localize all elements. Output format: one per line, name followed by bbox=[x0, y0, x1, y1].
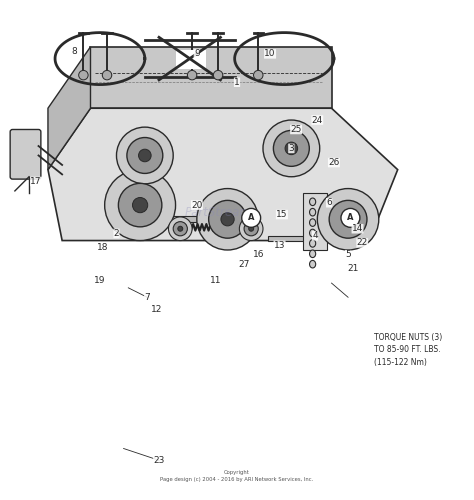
Ellipse shape bbox=[310, 219, 316, 226]
Text: 9: 9 bbox=[194, 50, 200, 58]
Text: A: A bbox=[248, 214, 255, 222]
Polygon shape bbox=[48, 47, 91, 170]
Text: PartStream: PartStream bbox=[185, 206, 252, 218]
Text: 15: 15 bbox=[276, 210, 288, 219]
Ellipse shape bbox=[310, 198, 316, 205]
Text: 2: 2 bbox=[114, 229, 119, 238]
Circle shape bbox=[178, 226, 183, 231]
Circle shape bbox=[209, 200, 246, 238]
Circle shape bbox=[79, 70, 88, 80]
Text: 13: 13 bbox=[274, 241, 285, 250]
Ellipse shape bbox=[310, 250, 316, 258]
Text: 27: 27 bbox=[238, 260, 250, 268]
Text: 17: 17 bbox=[30, 177, 42, 186]
Circle shape bbox=[318, 188, 379, 250]
Circle shape bbox=[263, 120, 319, 176]
Circle shape bbox=[329, 200, 367, 238]
Text: A: A bbox=[347, 214, 354, 222]
Polygon shape bbox=[121, 216, 197, 222]
Circle shape bbox=[285, 142, 298, 154]
Text: 8: 8 bbox=[71, 47, 77, 56]
Circle shape bbox=[249, 226, 254, 231]
Text: 5: 5 bbox=[345, 250, 351, 259]
Circle shape bbox=[273, 130, 310, 166]
Polygon shape bbox=[303, 194, 327, 250]
Circle shape bbox=[197, 188, 258, 250]
Ellipse shape bbox=[310, 208, 316, 216]
Circle shape bbox=[242, 208, 261, 228]
Text: TORQUE NUTS (3)
TO 85-90 FT. LBS.
(115-122 Nm): TORQUE NUTS (3) TO 85-90 FT. LBS. (115-1… bbox=[374, 332, 442, 366]
Text: 7: 7 bbox=[144, 293, 150, 302]
Circle shape bbox=[341, 212, 355, 226]
Polygon shape bbox=[91, 47, 331, 108]
Text: 10: 10 bbox=[264, 50, 276, 58]
Circle shape bbox=[133, 198, 148, 212]
Text: 3: 3 bbox=[289, 144, 294, 153]
Circle shape bbox=[341, 208, 360, 228]
Text: 23: 23 bbox=[153, 456, 164, 465]
Text: 18: 18 bbox=[97, 243, 108, 252]
Text: 21: 21 bbox=[347, 264, 358, 274]
Text: 12: 12 bbox=[151, 304, 162, 314]
Text: Copyright
Page design (c) 2004 - 2016 by ARI Network Services, Inc.: Copyright Page design (c) 2004 - 2016 by… bbox=[160, 470, 314, 482]
Text: 24: 24 bbox=[312, 116, 323, 124]
Bar bbox=[175, 50, 206, 69]
Text: 25: 25 bbox=[291, 125, 302, 134]
Circle shape bbox=[117, 127, 173, 184]
Circle shape bbox=[138, 149, 151, 162]
Text: 14: 14 bbox=[352, 224, 363, 233]
Circle shape bbox=[221, 212, 234, 226]
Circle shape bbox=[105, 170, 175, 240]
FancyBboxPatch shape bbox=[10, 130, 41, 179]
Text: 4: 4 bbox=[312, 232, 318, 240]
Text: 20: 20 bbox=[191, 200, 202, 209]
Ellipse shape bbox=[310, 240, 316, 247]
Circle shape bbox=[213, 70, 223, 80]
Polygon shape bbox=[48, 108, 398, 240]
Ellipse shape bbox=[310, 229, 316, 237]
Text: 19: 19 bbox=[94, 276, 106, 285]
Circle shape bbox=[102, 70, 112, 80]
Circle shape bbox=[127, 138, 163, 173]
Circle shape bbox=[118, 184, 162, 227]
Polygon shape bbox=[268, 236, 331, 242]
Text: 6: 6 bbox=[326, 198, 332, 207]
Text: 16: 16 bbox=[253, 250, 264, 259]
Ellipse shape bbox=[310, 260, 316, 268]
Circle shape bbox=[168, 217, 192, 240]
Circle shape bbox=[187, 70, 197, 80]
Text: 1: 1 bbox=[234, 78, 240, 86]
Circle shape bbox=[254, 70, 263, 80]
Circle shape bbox=[173, 222, 187, 236]
Circle shape bbox=[239, 217, 263, 240]
Text: 22: 22 bbox=[356, 238, 368, 248]
Text: 26: 26 bbox=[328, 158, 339, 167]
Text: 11: 11 bbox=[210, 276, 221, 285]
Circle shape bbox=[244, 222, 258, 236]
